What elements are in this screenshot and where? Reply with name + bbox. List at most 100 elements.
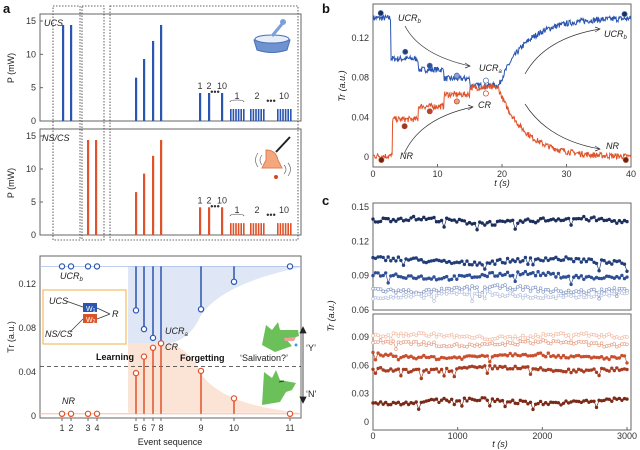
top-series-point bbox=[541, 259, 545, 263]
x-axis-label: t (s) bbox=[492, 439, 508, 449]
y-tick-label: 5 bbox=[31, 83, 36, 93]
top-series-point bbox=[401, 263, 406, 267]
top-series-point bbox=[401, 293, 406, 297]
pulse-bar bbox=[160, 139, 163, 235]
nr-label: NR bbox=[62, 396, 75, 406]
top-series-point bbox=[615, 294, 619, 298]
top-series-point bbox=[589, 257, 594, 262]
top-series-point bbox=[483, 296, 487, 301]
train-pulse-bar bbox=[277, 109, 279, 121]
top-series-point bbox=[394, 290, 398, 295]
bottom-series-point bbox=[404, 332, 408, 336]
top-series-point bbox=[391, 217, 395, 222]
bottom-series-point bbox=[485, 398, 489, 402]
bottom-series-point bbox=[472, 344, 477, 348]
top-series-point bbox=[617, 259, 622, 263]
pulse-bar bbox=[95, 139, 98, 235]
yes-no-arrow bbox=[299, 326, 307, 404]
top-series-point bbox=[566, 274, 571, 278]
bottom-series-point bbox=[399, 374, 403, 378]
bottom-series-point bbox=[503, 404, 507, 409]
top-series-point bbox=[620, 220, 624, 225]
top-series-point bbox=[406, 288, 411, 292]
top-series-point bbox=[617, 276, 622, 280]
top-series-point bbox=[526, 285, 530, 289]
top-series-point bbox=[602, 276, 606, 280]
top-series-point bbox=[394, 272, 398, 276]
plot-frame-bottom bbox=[372, 313, 632, 431]
bottom-series-point bbox=[389, 341, 393, 346]
bottom-series-point bbox=[597, 335, 601, 339]
bottom-series-point bbox=[518, 366, 522, 371]
bottom-series-point bbox=[617, 356, 622, 360]
bottom-series-point bbox=[538, 335, 543, 340]
top-series-point bbox=[554, 296, 558, 301]
bottom-series-point bbox=[617, 344, 622, 348]
top-series-point bbox=[551, 271, 555, 276]
top-series-point bbox=[472, 221, 477, 226]
top-series-point bbox=[498, 294, 502, 299]
bottom-series-point bbox=[561, 331, 566, 336]
top-series-point bbox=[465, 222, 469, 226]
top-series-point bbox=[462, 286, 467, 290]
top-series-point bbox=[546, 270, 550, 275]
pulse-label: 1 bbox=[197, 195, 202, 205]
top-series-point bbox=[460, 259, 464, 263]
top-series-point bbox=[582, 257, 586, 261]
top-series-point bbox=[490, 270, 495, 275]
cr-marker bbox=[140, 353, 148, 360]
top-series-point bbox=[401, 288, 406, 292]
bottom-series-point bbox=[404, 400, 408, 404]
top-series-point bbox=[452, 290, 456, 295]
y-axis-label: Tr (a.u.) bbox=[6, 321, 16, 353]
top-series-point bbox=[594, 218, 599, 223]
bottom-series-point bbox=[373, 371, 378, 375]
bottom-series-point bbox=[452, 335, 456, 340]
bottom-series-point bbox=[386, 369, 390, 373]
cr-marker bbox=[93, 410, 101, 417]
top-series-point bbox=[531, 271, 535, 275]
bottom-series-point bbox=[508, 334, 512, 339]
top-series-point bbox=[592, 277, 596, 281]
top-series-point bbox=[480, 292, 484, 297]
top-series-point bbox=[483, 285, 487, 289]
bottom-series-point bbox=[488, 404, 492, 408]
arrowhead bbox=[467, 104, 474, 111]
bottom-series-point bbox=[528, 400, 533, 404]
pulse-bar bbox=[152, 41, 155, 121]
top-series-point bbox=[419, 258, 423, 262]
bottom-series-point bbox=[452, 374, 456, 379]
top-series-point bbox=[505, 287, 510, 292]
bottom-series-point bbox=[594, 405, 599, 410]
top-series-point bbox=[411, 214, 416, 219]
bottom-series-point bbox=[409, 369, 413, 374]
bottom-series-point bbox=[422, 331, 426, 336]
dotted-box-training bbox=[109, 5, 299, 241]
bottom-series-point bbox=[531, 342, 535, 346]
bottom-series-point bbox=[511, 354, 515, 358]
bottom-series-point bbox=[480, 335, 484, 340]
bottom-series-point bbox=[538, 399, 543, 404]
top-series-point bbox=[556, 217, 561, 221]
x-tick-label: 1 bbox=[59, 423, 64, 433]
top-series-point bbox=[409, 274, 413, 278]
top-series-point bbox=[452, 218, 456, 222]
top-series-point bbox=[571, 259, 576, 264]
pulse-bar bbox=[221, 207, 224, 235]
y-tick-label: 0.12 bbox=[351, 33, 369, 43]
bottom-series-point bbox=[625, 361, 629, 365]
top-series-point bbox=[467, 273, 472, 277]
bottom-series-point bbox=[561, 401, 566, 405]
bottom-series-point bbox=[378, 400, 383, 404]
top-series-point bbox=[543, 256, 548, 260]
y-tick-label: 0.09 bbox=[351, 332, 369, 342]
ucr-marker bbox=[286, 263, 294, 270]
top-series-point bbox=[607, 294, 611, 298]
train-pulse-bar bbox=[232, 109, 235, 121]
plot-frame bbox=[39, 128, 302, 236]
panel-label-a: a bbox=[3, 1, 11, 16]
top-series-point bbox=[543, 273, 548, 277]
train-pulse-bar bbox=[287, 109, 289, 121]
bottom-series-point bbox=[384, 400, 388, 405]
bottom-series-point bbox=[536, 401, 540, 406]
